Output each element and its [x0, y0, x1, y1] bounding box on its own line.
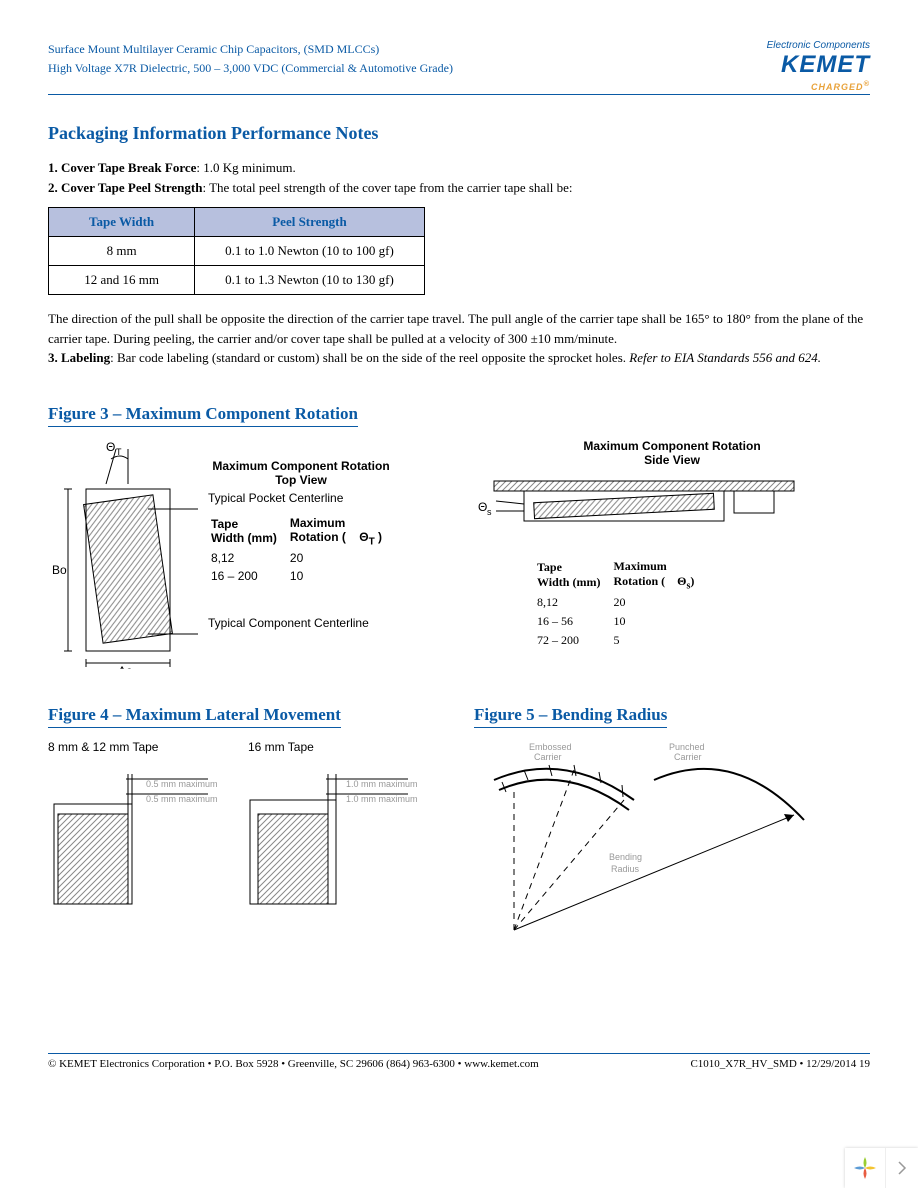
charged-label: CHARGED®	[767, 79, 870, 92]
table-row: 16 – 5610	[536, 613, 704, 630]
th-peel-strength: Peel Strength	[195, 208, 425, 237]
figure-3-content: Θ T Bo Ao	[48, 439, 870, 669]
fig4-left-svg	[48, 754, 208, 914]
fig4-left-label: 8 mm & 12 mm Tape	[48, 740, 208, 754]
td: 8 mm	[49, 237, 195, 266]
ec-label: Electronic Components	[767, 40, 870, 51]
note-2: 2. Cover Tape Peel Strength: The total p…	[48, 178, 870, 198]
dim-d: 1.0 mm maximum	[346, 794, 418, 804]
footer-right: C1010_X7R_HV_SMD • 12/29/2014 19	[690, 1058, 870, 1070]
th-tape-width: Tape Width	[49, 208, 195, 237]
header-subtitle: Surface Mount Multilayer Ceramic Chip Ca…	[48, 40, 453, 78]
figure-5: Figure 5 – Bending Radius Embossed Carri…	[474, 669, 870, 945]
dim-a: 0.5 mm maximum	[146, 779, 218, 789]
page-header: Surface Mount Multilayer Ceramic Chip Ca…	[48, 40, 870, 95]
svg-text:T: T	[116, 447, 122, 457]
table-row: 12 and 16 mm 0.1 to 1.3 Newton (10 to 13…	[49, 266, 425, 295]
table-row: 16 – 20010	[210, 568, 392, 584]
figure-5-title: Figure 5 – Bending Radius	[474, 705, 667, 728]
note-2-text: : The total peel strength of the cover t…	[202, 180, 572, 195]
svg-text:Punched: Punched	[669, 742, 705, 752]
fig4-left: 8 mm & 12 mm Tape	[48, 740, 208, 919]
pocket-centerline-label: Typical Pocket Centerline	[208, 491, 394, 505]
para-pull-direction: The direction of the pull shall be oppos…	[48, 309, 870, 348]
section-title-packaging: Packaging Information Performance Notes	[48, 123, 870, 144]
table-row: 8,1220	[210, 550, 392, 566]
dim-b: 0.5 mm maximum	[146, 794, 218, 804]
page: Surface Mount Multilayer Ceramic Chip Ca…	[0, 0, 918, 1100]
table-row: 8,1220	[536, 594, 704, 611]
component-centerline-label: Typical Component Centerline	[208, 616, 394, 630]
figure-4-title: Figure 4 – Maximum Lateral Movement	[48, 705, 341, 728]
svg-text:Carrier: Carrier	[674, 752, 702, 762]
fig3-side-view: Maximum Component Rotation Side View Θ	[474, 439, 870, 651]
note-1-text: : 1.0 Kg minimum.	[196, 160, 295, 175]
note-1-label: 1. Cover Tape Break Force	[48, 160, 196, 175]
kemet-logo: KEMET	[767, 51, 870, 79]
svg-text:Carrier: Carrier	[534, 752, 562, 762]
svg-text:Bending: Bending	[609, 852, 642, 862]
figure-4: Figure 4 – Maximum Lateral Movement 8 mm…	[48, 669, 444, 919]
fig5-svg: Embossed Carrier Punched Carrier Bending…	[474, 740, 834, 940]
figure-4-5-row: Figure 4 – Maximum Lateral Movement 8 mm…	[48, 669, 870, 945]
th: Maximum Rotation ( ΘT )	[289, 515, 392, 548]
td: 0.1 to 1.3 Newton (10 to 130 gf)	[195, 266, 425, 295]
fig4-right: 16 mm Tape	[248, 740, 408, 919]
fig3-top-view: Θ T Bo Ao	[48, 439, 444, 669]
fig3-side-svg: Θ s	[474, 471, 814, 551]
th: Tape Width (mm)	[210, 515, 287, 548]
fig3-side-title: Maximum Component Rotation Side View	[474, 439, 870, 467]
td: 12 and 16 mm	[49, 266, 195, 295]
fig3-side-table: Tape Width (mm) Maximum Rotation ( Θs) 8…	[534, 556, 706, 651]
header-brand: Electronic Components KEMET CHARGED®	[767, 40, 870, 92]
fig3-top-table: Tape Width (mm) Maximum Rotation ( ΘT ) …	[208, 513, 394, 586]
table-header-row: Tape Width Peel Strength	[49, 208, 425, 237]
note-3-label: 3. Labeling	[48, 350, 110, 365]
next-page-button[interactable]	[885, 1148, 918, 1188]
nav-logo-icon	[845, 1148, 885, 1188]
page-footer: © KEMET Electronics Corporation • P.O. B…	[48, 1053, 870, 1070]
nav-widget	[845, 1148, 918, 1188]
figure-3-title: Figure 3 – Maximum Component Rotation	[48, 404, 358, 427]
note-1: 1. Cover Tape Break Force: 1.0 Kg minimu…	[48, 158, 870, 178]
th: Tape Width (mm)	[536, 558, 610, 592]
dim-c: 1.0 mm maximum	[346, 779, 418, 789]
svg-text:Radius: Radius	[611, 864, 640, 874]
note-3-ref: Refer to EIA Standards 556 and 624.	[629, 350, 821, 365]
header-line-2: High Voltage X7R Dielectric, 500 – 3,000…	[48, 59, 453, 78]
td: 0.1 to 1.0 Newton (10 to 100 gf)	[195, 237, 425, 266]
note-3-text: : Bar code labeling (standard or custom)…	[110, 350, 629, 365]
fig3-top-title: Maximum Component Rotation Top View	[208, 459, 394, 487]
table-row: 72 – 2005	[536, 632, 704, 649]
svg-text:Θ: Θ	[106, 440, 115, 454]
svg-text:s: s	[487, 507, 492, 517]
fig4-right-svg	[248, 754, 408, 914]
svg-text:Bo: Bo	[52, 563, 67, 577]
table-row: 8 mm 0.1 to 1.0 Newton (10 to 100 gf)	[49, 237, 425, 266]
footer-left: © KEMET Electronics Corporation • P.O. B…	[48, 1058, 539, 1070]
fig3-top-svg: Θ T Bo Ao	[48, 439, 198, 669]
peel-strength-table: Tape Width Peel Strength 8 mm 0.1 to 1.0…	[48, 207, 425, 295]
note-3: 3. Labeling: Bar code labeling (standard…	[48, 348, 870, 368]
svg-text:Embossed: Embossed	[529, 742, 572, 752]
note-2-label: 2. Cover Tape Peel Strength	[48, 180, 202, 195]
header-line-1: Surface Mount Multilayer Ceramic Chip Ca…	[48, 40, 453, 59]
svg-text:Θ: Θ	[478, 500, 487, 514]
th: Maximum Rotation ( Θs)	[612, 558, 704, 592]
fig4-right-label: 16 mm Tape	[248, 740, 408, 754]
